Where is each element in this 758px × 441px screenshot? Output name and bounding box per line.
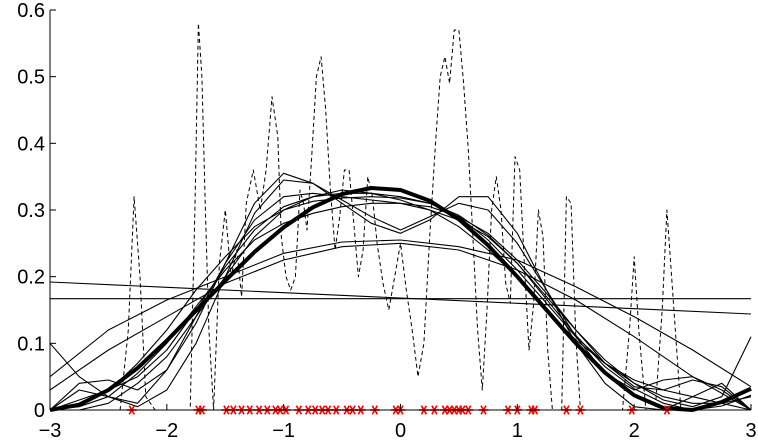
series-line-6-thin-solid: [49, 196, 752, 411]
y-tick-label-5: 0.5: [17, 67, 45, 89]
series-line-4-thin-solid: [49, 242, 752, 411]
y-tick-label-1: 0.1: [17, 333, 45, 355]
y-tick-label-6: 0.6: [17, 0, 45, 22]
y-tick-label-2: 0.2: [17, 267, 45, 289]
x-tick-label-2: −1: [272, 420, 295, 441]
x-tick-label-4: 1: [512, 420, 523, 441]
y-tick-label-4: 0.4: [17, 133, 45, 155]
x-tick-label-3: 0: [395, 420, 406, 441]
series-line-11-thin-solid: [50, 189, 752, 411]
y-tick-label-3: 0.3: [17, 200, 45, 222]
x-tick-label-6: 3: [745, 420, 756, 441]
x-tick-label-0: −3: [39, 420, 62, 441]
x-tick-label-5: 2: [629, 420, 640, 441]
series-line-5-thin-solid: [49, 239, 752, 388]
x-tick-label-1: −2: [155, 420, 178, 441]
y-tick-label-0: 0: [34, 400, 45, 422]
series-line-12-thin-solid: [49, 202, 752, 411]
series-line-0-thick-solid: [49, 186, 752, 412]
series-line-2-thin-solid: [49, 281, 752, 315]
chart-ticks: −3 −2 −1 0 1 2 3 0 0.1 0.2 0.3 0.4 0.5 0.6: [17, 0, 756, 441]
